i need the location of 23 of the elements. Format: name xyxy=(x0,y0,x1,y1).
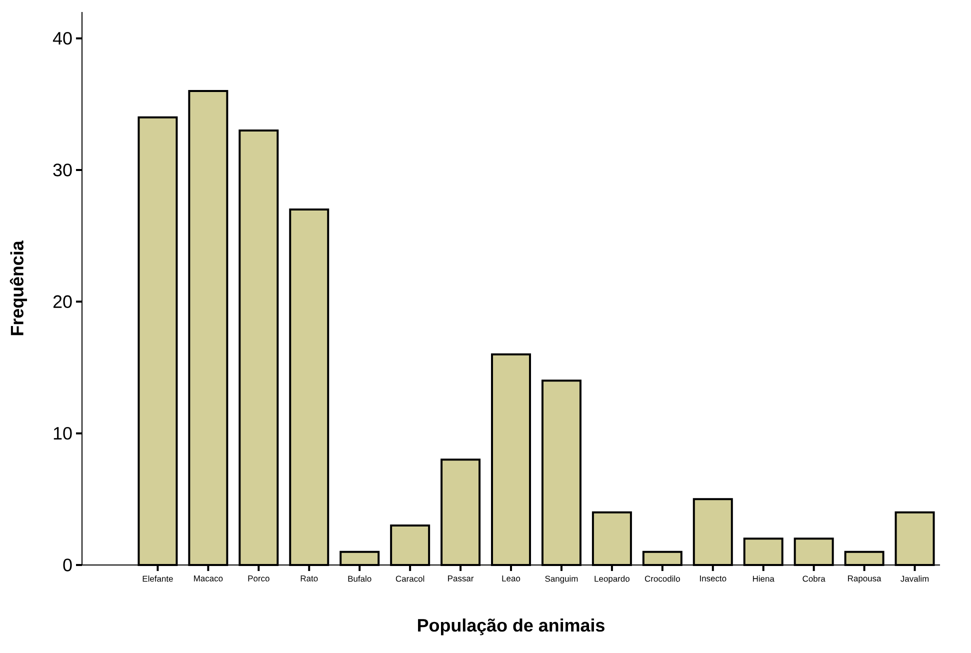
x-tick-label: Sanguim xyxy=(545,576,578,584)
x-tick-label: Porco xyxy=(248,576,270,582)
x-tick-label: Hiena xyxy=(752,576,774,582)
x-tick-label: Macaco xyxy=(194,576,223,582)
y-tick-label: 20 xyxy=(53,295,72,308)
x-tick-label: Elefante xyxy=(142,576,173,582)
x-tick-label: Insecto xyxy=(700,576,726,582)
x-tick-label: Leopardo xyxy=(594,576,630,584)
x-tick-label: Caracol xyxy=(396,576,424,582)
x-tick-label: Passar xyxy=(448,576,474,582)
y-tick-label: 40 xyxy=(52,32,72,45)
x-tick-label: Javalim xyxy=(900,576,929,582)
x-tick-label: Leao xyxy=(502,576,520,582)
x-tick-label: Cobra xyxy=(802,576,826,582)
x-tick-label: Bufalo xyxy=(348,576,372,582)
y-tick-label: 0 xyxy=(63,558,72,572)
y-axis-title: Frequência xyxy=(10,240,28,336)
y-tick-label: 30 xyxy=(53,164,72,176)
x-tick-label: Rapousa xyxy=(848,576,882,584)
x-tick-label: Crocodilo xyxy=(644,576,680,582)
y-tick-label: 10 xyxy=(54,426,72,440)
x-axis-title: População de animais xyxy=(418,618,604,636)
x-tick-label: Rato xyxy=(300,576,318,582)
